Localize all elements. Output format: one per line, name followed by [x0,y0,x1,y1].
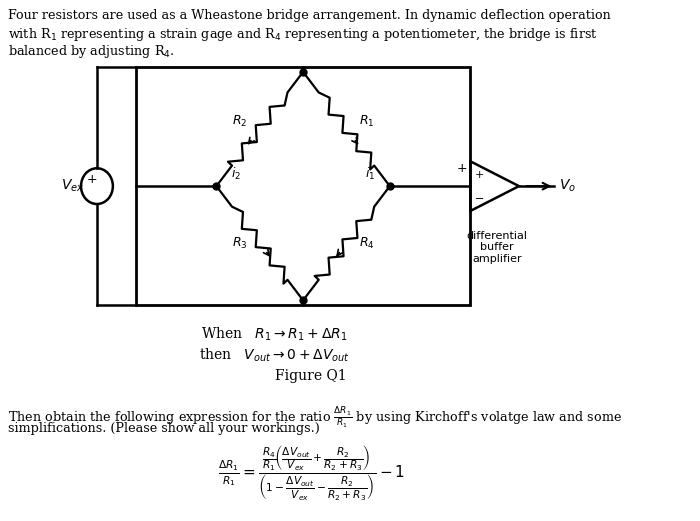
Text: Figure Q1: Figure Q1 [275,369,347,383]
Text: $R_1$: $R_1$ [359,114,375,129]
Text: $\frac{\Delta R_1}{R_1} = \frac{\dfrac{R_4}{R_1}\!\left(\dfrac{\Delta V_{out}}{V: $\frac{\Delta R_1}{R_1} = \frac{\dfrac{R… [218,444,405,503]
Bar [136,67,470,305]
Text: $R_4$: $R_4$ [359,235,375,251]
Text: $R_2$: $R_2$ [232,114,247,129]
Text: +: + [475,170,484,180]
Text: $V_{ex}$: $V_{ex}$ [60,178,84,194]
Text: then   $V_{out} \rightarrow 0 + \Delta V_{out}$: then $V_{out} \rightarrow 0 + \Delta V_{… [199,347,349,365]
Text: differential
buffer
amplifier: differential buffer amplifier [466,231,527,264]
Text: balanced by adjusting R$_4$.: balanced by adjusting R$_4$. [8,43,175,60]
Text: $R_3$: $R_3$ [232,235,247,251]
Text: Then obtain the following expression for the ratio $\frac{\Delta R_1}{R_1}$ by u: Then obtain the following expression for… [8,405,622,430]
Text: Four resistors are used as a Wheastone bridge arrangement. In dynamic deflection: Four resistors are used as a Wheastone b… [8,9,611,22]
Text: $i_2$: $i_2$ [230,166,241,182]
Text: $i_1$: $i_1$ [365,166,376,182]
Text: +: + [86,172,97,185]
Text: $-$: $-$ [474,192,484,202]
Text: with R$_1$ representing a strain gage and R$_4$ representing a potentiometer, th: with R$_1$ representing a strain gage an… [8,26,598,43]
Text: +: + [456,162,467,175]
Text: When   $R_1 \rightarrow R_1 + \Delta R_1$: When $R_1 \rightarrow R_1 + \Delta R_1$ [201,325,347,343]
Text: simplifications. (Please show all your workings.): simplifications. (Please show all your w… [8,421,321,435]
Text: $V_o$: $V_o$ [559,178,576,194]
